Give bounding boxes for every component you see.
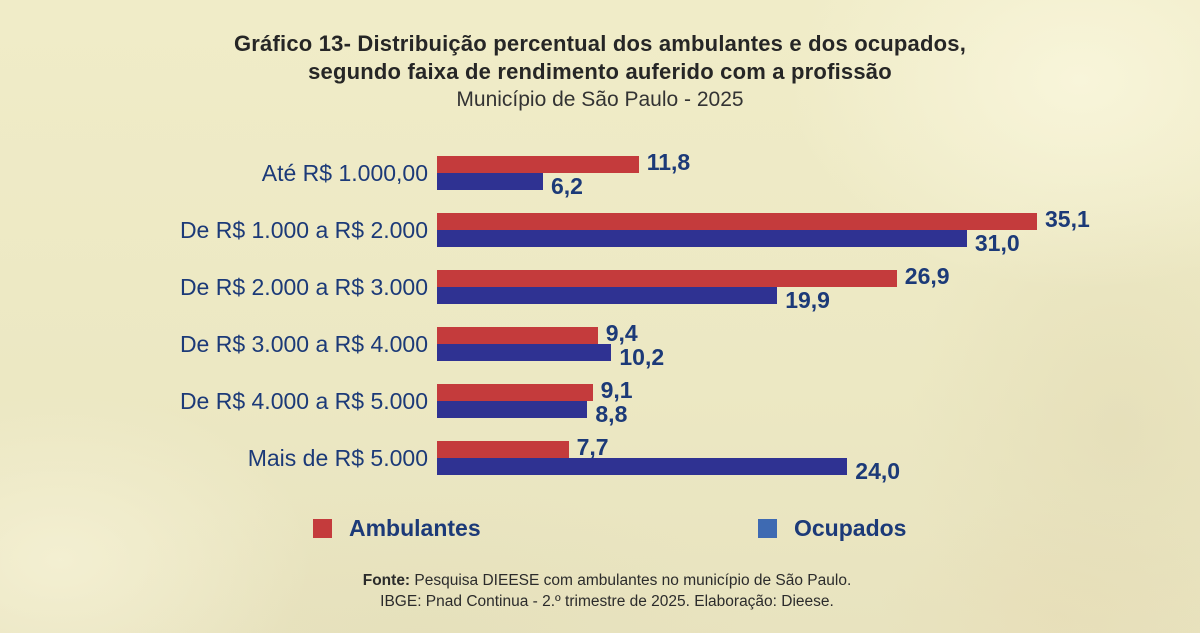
bar-pair: 35,1 31,0: [437, 206, 1090, 256]
ocupados-bar: [437, 230, 967, 247]
value-label: 26,9: [904, 263, 950, 289]
ambulantes-bar: [437, 156, 639, 173]
value-label: 8,8: [595, 401, 628, 427]
value-label: 7,7: [576, 434, 609, 460]
bar-pair: 26,9 19,9: [437, 263, 950, 313]
bar-line: 8,8: [437, 401, 633, 427]
category-label: De R$ 3.000 a R$ 4.000: [179, 331, 428, 357]
bar-pair: 11,8 6,2: [437, 149, 690, 199]
value-label: 31,0: [974, 230, 1020, 256]
value-label: 19,9: [785, 287, 830, 313]
ambulantes-bar: [437, 441, 569, 458]
ocupados-bar: [437, 458, 848, 475]
ambulantes-bar: [437, 213, 1037, 230]
chart-row: De R$ 4.000 a R$ 5.000 9,1 8,8: [0, 377, 633, 427]
bar-pair: 7,7 24,0: [437, 434, 900, 484]
category-label: De R$ 4.000 a R$ 5.000: [179, 388, 428, 414]
value-label: 35,1: [1045, 206, 1090, 232]
source-label: Fonte:: [362, 572, 411, 589]
chart-subtitle: Município de São Paulo - 2025: [456, 88, 744, 111]
bar-line: 7,7: [437, 434, 900, 460]
ocupados-bar: [437, 344, 612, 361]
bar-line: 24,0: [437, 458, 900, 484]
bar-line: 19,9: [437, 287, 950, 313]
category-label: Mais de R$ 5.000: [247, 445, 428, 471]
value-label: 10,2: [619, 344, 665, 370]
chart-row: Mais de R$ 5.000 7,7 24,0: [0, 434, 900, 484]
bar-line: 26,9: [437, 263, 950, 289]
legend-item-ocupados: Ocupados: [758, 515, 906, 542]
legend-item-ambulantes: Ambulantes: [313, 515, 481, 542]
bar-line: 9,4: [437, 320, 664, 346]
category-label: Até R$ 1.000,00: [261, 160, 428, 186]
value-label: 24,0: [855, 458, 901, 484]
source-line1: Fonte: Pesquisa DIEESE com ambulantes no…: [0, 570, 1200, 591]
ocupados-bar: [437, 287, 778, 304]
bar-line: 31,0: [437, 230, 1090, 256]
ocupados-bar: [437, 173, 543, 190]
legend-label-ocupados: Ocupados: [794, 515, 907, 541]
source-note: Fonte: Pesquisa DIEESE com ambulantes no…: [0, 570, 1200, 612]
chart-row: De R$ 1.000 a R$ 2.000 35,1 31,0: [0, 206, 1090, 256]
value-label: 9,4: [605, 320, 638, 346]
category-label: De R$ 2.000 a R$ 3.000: [179, 274, 428, 300]
bar-pair: 9,1 8,8: [437, 377, 633, 427]
ambulantes-bar: [437, 327, 598, 344]
bar-line: 10,2: [437, 344, 664, 370]
source-line2: IBGE: Pnad Continua - 2.º trimestre de 2…: [380, 593, 834, 610]
legend-label-ambulantes: Ambulantes: [349, 515, 481, 541]
chart-row: Até R$ 1.000,00 11,8 6,2: [0, 149, 690, 199]
source-text: Pesquisa DIEESE com ambulantes no municí…: [410, 572, 852, 589]
ocupados-bar: [437, 401, 588, 418]
bar-line: 11,8: [437, 149, 690, 175]
chart-row: De R$ 3.000 a R$ 4.000 9,4 10,2: [0, 320, 664, 370]
chart-title-line1: Gráfico 13- Distribuição percentual dos …: [233, 31, 967, 56]
bar-line: 9,1: [437, 377, 633, 403]
category-label: De R$ 1.000 a R$ 2.000: [179, 217, 428, 243]
title-block: Gráfico 13- Distribuição percentual dos …: [0, 30, 1200, 113]
chart-title-line2: segundo faixa de rendimento auferido com…: [308, 59, 892, 84]
ambulantes-bar: [437, 270, 897, 287]
ocupados-legend-swatch: [758, 519, 777, 538]
value-label: 6,2: [551, 173, 583, 199]
value-label: 9,1: [600, 377, 633, 403]
ambulantes-bar: [437, 384, 593, 401]
ambulantes-legend-swatch: [313, 519, 332, 538]
bar-line: 35,1: [437, 206, 1090, 232]
value-label: 11,8: [646, 149, 691, 175]
chart-row: De R$ 2.000 a R$ 3.000 26,9 19,9: [0, 263, 950, 313]
bar-pair: 9,4 10,2: [437, 320, 664, 370]
bar-line: 6,2: [437, 173, 690, 199]
